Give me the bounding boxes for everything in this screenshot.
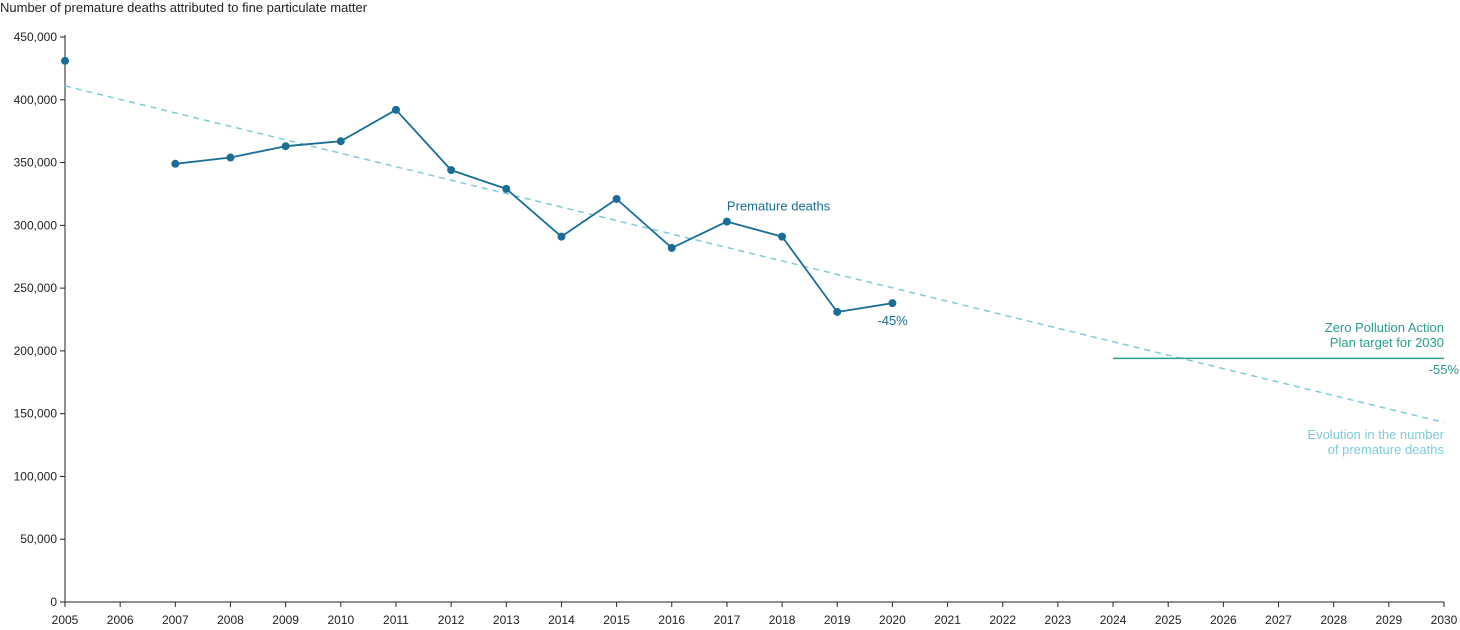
- series-label: Premature deaths: [727, 199, 831, 214]
- series-group: [61, 56, 897, 316]
- x-tick-label: 2014: [548, 613, 575, 627]
- data-point: [557, 232, 566, 241]
- data-point: [336, 137, 345, 146]
- x-tick-label: 2007: [162, 613, 189, 627]
- y-tick-label: 50,000: [20, 532, 57, 546]
- y-tick-label: 400,000: [14, 93, 58, 107]
- data-point: [888, 299, 897, 308]
- data-point: [667, 243, 676, 252]
- series-line: [175, 108, 893, 313]
- change-2020-label: -45%: [877, 313, 908, 328]
- y-tick-label: 150,000: [14, 407, 58, 421]
- x-tick-label: 2028: [1320, 613, 1347, 627]
- base-data-point: [61, 56, 69, 65]
- data-point: [226, 153, 235, 162]
- data-point: [171, 159, 180, 168]
- y-tick-label: 0: [50, 595, 57, 609]
- x-tick-label: 2012: [438, 613, 465, 627]
- x-tick-label: 2010: [327, 613, 354, 627]
- annotations-group: Premature deaths -45%: [727, 199, 908, 329]
- target-change-label: -55%: [1429, 362, 1460, 377]
- y-tick-label: 300,000: [14, 218, 58, 232]
- axes: [64, 35, 1444, 603]
- x-tick-label: 2005: [52, 613, 79, 627]
- x-tick-label: 2008: [217, 613, 244, 627]
- x-tick-label: 2015: [603, 613, 630, 627]
- y-tick-label: 450,000: [14, 30, 58, 44]
- y-axis-ticks: 0 50,000 100,000 150,000 200,000 250,000 300,0…: [14, 30, 65, 609]
- data-point: [612, 194, 621, 203]
- trend-line: [64, 85, 1445, 424]
- data-point: [833, 307, 842, 316]
- target-label: Plan target for 2030: [1330, 335, 1444, 350]
- data-point: [391, 105, 400, 114]
- y-axis-title: Number of premature deaths attributed to…: [0, 0, 368, 15]
- trend-label: Evolution in the number: [1307, 427, 1444, 442]
- data-point: [281, 142, 290, 151]
- x-tick-label: 2016: [658, 613, 685, 627]
- data-point: [447, 166, 456, 175]
- x-tick-label: 2030: [1431, 613, 1458, 627]
- x-tick-label: 2018: [769, 613, 796, 627]
- data-point: [502, 184, 511, 193]
- x-tick-label: 2017: [714, 613, 741, 627]
- x-tick-label: 2011: [383, 613, 409, 627]
- trend-label: of premature deaths: [1328, 442, 1445, 457]
- y-tick-label: 350,000: [14, 156, 58, 170]
- target-label: Zero Pollution Action: [1325, 320, 1444, 335]
- y-tick-label: 100,000: [14, 469, 58, 483]
- x-axis-ticks: 2005 2006 2007 2008 2009 2010 2011 2012 2013 2014…: [52, 602, 1458, 627]
- x-tick-label: 2026: [1210, 613, 1237, 627]
- x-tick-label: 2009: [272, 613, 299, 627]
- y-tick-label: 200,000: [14, 344, 58, 358]
- x-tick-label: 2019: [824, 613, 851, 627]
- x-tick-label: 2022: [989, 613, 1016, 627]
- x-tick-label: 2029: [1375, 613, 1402, 627]
- data-point: [722, 217, 731, 226]
- x-tick-label: 2013: [493, 613, 520, 627]
- x-tick-label: 2020: [879, 613, 906, 627]
- x-tick-label: 2024: [1100, 613, 1127, 627]
- x-tick-label: 2027: [1265, 613, 1292, 627]
- x-tick-label: 2023: [1045, 613, 1072, 627]
- x-tick-label: 2021: [934, 613, 961, 627]
- x-tick-label: 2006: [107, 613, 134, 627]
- y-tick-label: 250,000: [14, 281, 58, 295]
- data-point: [778, 232, 787, 241]
- x-tick-label: 2025: [1155, 613, 1182, 627]
